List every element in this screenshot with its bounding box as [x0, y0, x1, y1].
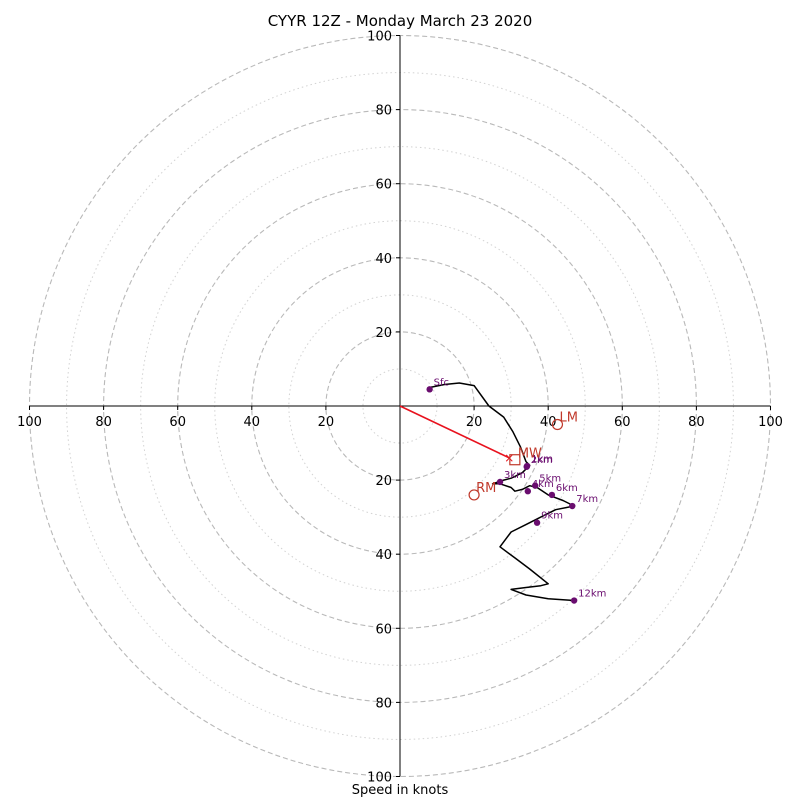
right-mover-label: RM: [476, 481, 496, 496]
height-marker: [523, 463, 530, 470]
height-marker-label: 6km: [556, 483, 578, 494]
mean-wind-marker: [509, 454, 521, 466]
y-tick-label: 20: [375, 474, 392, 489]
y-tick-label: 60: [375, 622, 392, 637]
height-marker: [548, 491, 556, 499]
height-marker-label: 9km: [541, 511, 563, 522]
right-mover-marker: [468, 489, 480, 501]
mean-wind-label: MW: [518, 447, 542, 462]
height-marker: [524, 488, 532, 495]
height-marker: [496, 478, 504, 486]
y-tick-label: 40: [375, 252, 392, 267]
y-tick-label: 80: [375, 104, 392, 119]
height-marker-label: 12km: [578, 589, 606, 600]
height-marker-label: 4km: [532, 479, 554, 490]
x-tick-label: 20: [466, 415, 483, 430]
y-tick-label: 60: [375, 178, 392, 193]
height-marker-label: 5km: [539, 474, 561, 485]
y-tick-label: 100: [367, 771, 392, 786]
y-tick-label: 20: [375, 326, 392, 341]
x-tick-label: 40: [244, 415, 261, 430]
height-marker-label: 7km: [576, 494, 598, 505]
height-marker-label: Sfc: [434, 377, 449, 388]
hodograph-trace: [429, 382, 575, 602]
height-marker-label: 3km: [504, 470, 526, 481]
chart-title: CYYR 12Z - Monday March 23 2020: [267, 12, 533, 30]
left-mover-marker: [551, 418, 564, 431]
x-tick-label: 80: [688, 415, 705, 430]
y-tick-label: 100: [367, 30, 392, 45]
height-marker-label: 1km: [531, 454, 553, 465]
y-tick-label: 40: [375, 548, 392, 563]
storm-motion-vector: [399, 405, 510, 459]
height-marker: [570, 597, 578, 604]
left-mover-label: LM: [559, 411, 577, 426]
x-tick-label: 100: [758, 415, 783, 430]
x-tick-label: 60: [614, 415, 631, 430]
x-tick-label: 60: [169, 415, 186, 430]
height-marker: [533, 519, 541, 526]
x-tick-label: 80: [95, 415, 112, 430]
x-tick-label: 100: [17, 415, 42, 430]
x-axis-label: Speed in knots: [351, 783, 449, 798]
height-marker: [569, 502, 576, 510]
y-tick-label: 80: [375, 696, 392, 711]
height-marker: [426, 386, 433, 393]
x-tick-label: 20: [318, 415, 335, 430]
height-marker: [532, 482, 539, 489]
height-marker-label: 2km: [531, 455, 553, 466]
